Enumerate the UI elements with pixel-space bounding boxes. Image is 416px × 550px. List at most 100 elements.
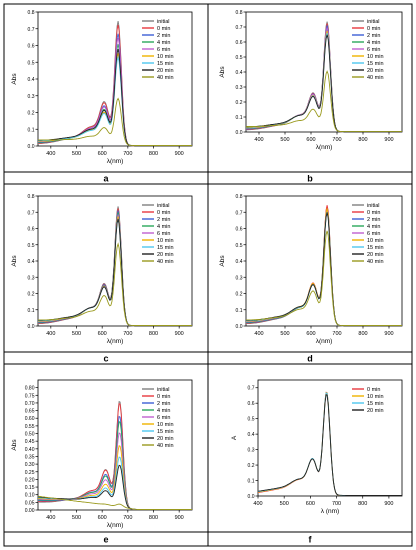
x-tick-label: 400 — [253, 501, 262, 507]
legend-entry: 4 min — [367, 40, 380, 46]
x-tick-label: 700 — [123, 151, 132, 157]
legend-entry: 20 min — [367, 252, 384, 258]
y-tick-label: 0.1 — [236, 308, 243, 314]
panel-label: d — [307, 354, 313, 364]
y-tick-label: 0.7 — [236, 210, 243, 216]
y-tick-label: 0.7 — [28, 27, 35, 33]
legend-entry: 6 min — [157, 47, 170, 53]
x-axis-label: λ (nm) — [321, 508, 339, 515]
y-tick-label: 0.8 — [236, 194, 243, 200]
legend-entry: initial — [157, 387, 170, 393]
legend-entry: initial — [367, 203, 380, 209]
y-tick-label: 0.6 — [236, 227, 243, 233]
x-tick-label: 500 — [280, 501, 289, 507]
legend-entry: initial — [157, 19, 170, 25]
chart-panel-b: 400 500 600 700 800 900 0.0 0.1 0.2 0.3 0.4 0.5 0.6 0… — [219, 10, 403, 184]
y-axis-label: Abs — [11, 255, 18, 267]
y-tick-label: 0.15 — [25, 485, 35, 491]
x-tick-label: 700 — [332, 137, 341, 143]
legend-entry: 6 min — [157, 231, 170, 237]
y-tick-label: 0.60 — [25, 416, 35, 422]
x-tick-label: 400 — [46, 515, 55, 521]
y-tick-label: 0.0 — [236, 130, 243, 136]
series-line-40-min — [246, 230, 402, 327]
legend-entry: 15 min — [367, 245, 384, 251]
x-tick-label: 900 — [175, 151, 184, 157]
y-tick-label: 0.75 — [25, 393, 35, 399]
legend-entry: 0 min — [157, 26, 170, 32]
x-tick-label: 500 — [280, 137, 289, 143]
y-tick-label: 0.50 — [25, 432, 35, 438]
y-tick-label: 0.2 — [28, 111, 35, 117]
x-tick-label: 600 — [306, 137, 315, 143]
y-tick-label: 0.1 — [28, 308, 35, 314]
legend-entry: 2 min — [157, 401, 170, 407]
y-tick-label: 0.2 — [236, 100, 243, 106]
legend-entry: 40 min — [367, 75, 384, 81]
legend-entry: 15 min — [157, 61, 174, 67]
y-tick-label: 0.6 — [28, 44, 35, 50]
y-axis-label: Abs — [11, 439, 18, 451]
x-tick-label: 400 — [46, 331, 55, 337]
y-tick-label: 0.8 — [28, 194, 35, 200]
legend-entry: 2 min — [367, 217, 380, 223]
y-tick-label: 0.05 — [25, 500, 35, 506]
legend-entry: 2 min — [367, 33, 380, 39]
x-tick-label: 900 — [175, 331, 184, 337]
x-tick-label: 700 — [123, 331, 132, 337]
x-tick-label: 800 — [358, 137, 367, 143]
legend-entry: 15 min — [367, 401, 384, 407]
legend-entry: 10 min — [157, 54, 174, 60]
series-line-40-min — [37, 97, 192, 147]
legend-entry: 20 min — [367, 408, 384, 414]
legend-entry: 4 min — [157, 224, 170, 230]
y-tick-label: 0.4 — [248, 432, 255, 438]
legend-entry: initial — [367, 19, 380, 25]
x-tick-label: 800 — [149, 331, 158, 337]
x-tick-label: 900 — [175, 515, 184, 521]
legend-entry: 10 min — [367, 238, 384, 244]
panel-label: a — [103, 174, 109, 184]
y-tick-label: 0.0 — [236, 324, 243, 330]
y-tick-label: 0.6 — [28, 227, 35, 233]
panel-label: e — [103, 535, 108, 545]
y-tick-label: 0.6 — [248, 401, 255, 407]
y-tick-label: 0.35 — [25, 454, 35, 460]
y-axis-label: Abs — [11, 73, 18, 85]
y-tick-label: 0.2 — [28, 292, 35, 298]
x-tick-label: 800 — [358, 331, 367, 337]
plot-frame — [257, 379, 403, 497]
y-tick-label: 0.4 — [236, 259, 243, 265]
chart-panel-c: 400 500 600 700 800 900 0.0 0.1 0.2 0.3 0.4 0.5 0.6 0… — [11, 194, 193, 364]
x-tick-label: 500 — [72, 331, 81, 337]
chart-panel-a: 400 500 600 700 800 900 0.0 0.1 0.2 0.3 0.4 0.5 0.6 0… — [11, 10, 193, 184]
legend-entry: 0 min — [367, 210, 380, 216]
legend-entry: 20 min — [157, 252, 174, 258]
legend-entry: 40 min — [157, 259, 174, 265]
x-tick-label: 500 — [72, 515, 81, 521]
legend-entry: 40 min — [367, 259, 384, 265]
series-line-40-min — [37, 495, 192, 510]
x-tick-label: 900 — [384, 331, 393, 337]
x-tick-label: 400 — [46, 151, 55, 157]
x-tick-label: 400 — [254, 331, 263, 337]
y-tick-label: 0.0 — [28, 324, 35, 330]
series-line-40-min — [246, 70, 402, 133]
y-tick-label: 0.5 — [236, 243, 243, 249]
y-tick-label: 0.4 — [28, 77, 35, 83]
legend-entry: 15 min — [157, 429, 174, 435]
legend-entry: 10 min — [157, 422, 174, 428]
y-tick-label: 0.3 — [236, 275, 243, 281]
y-tick-label: 0.00 — [25, 508, 35, 514]
x-tick-label: 900 — [384, 137, 393, 143]
y-axis-label: A — [231, 435, 238, 440]
y-tick-label: 0.8 — [236, 10, 243, 16]
legend-entry: 0 min — [157, 394, 170, 400]
